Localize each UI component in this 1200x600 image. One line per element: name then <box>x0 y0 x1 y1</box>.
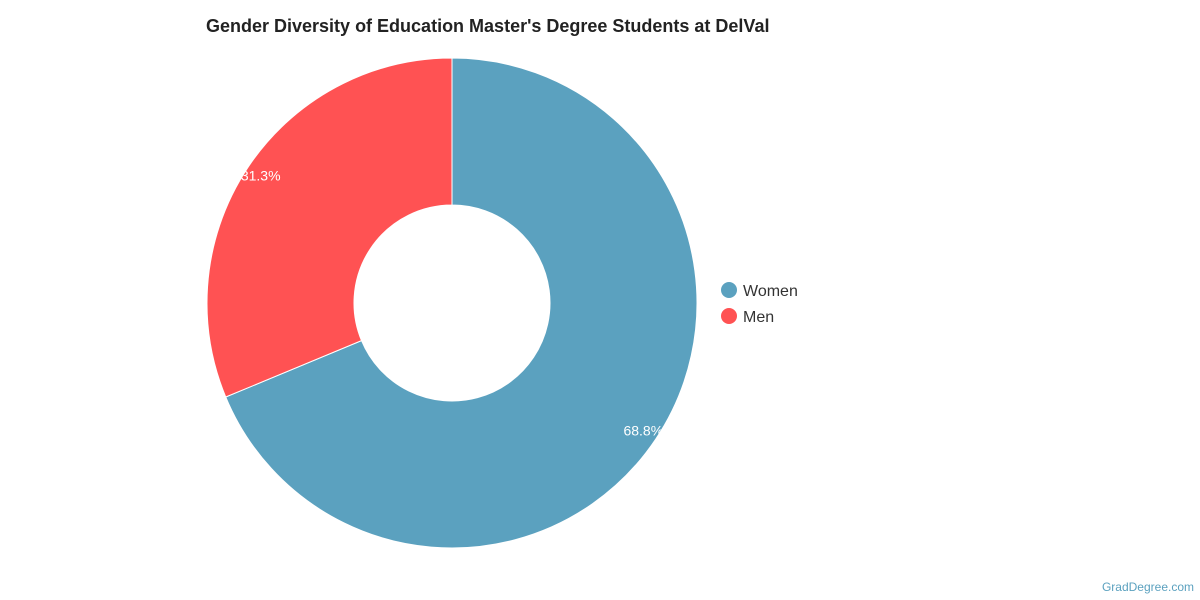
slice-label-women: 68.8% <box>623 423 663 439</box>
legend-swatch-men <box>721 308 737 324</box>
chart-slices <box>206 57 698 549</box>
legend-swatch-women <box>721 282 737 298</box>
legend-item-men[interactable]: Men <box>721 308 774 326</box>
legend-label-women: Women <box>743 283 798 300</box>
chart-legend: Women Men <box>721 282 798 326</box>
site-credit[interactable]: GradDegree.com <box>1101 580 1194 594</box>
legend-item-women[interactable]: Women <box>721 282 798 300</box>
slice-label-men: 31.3% <box>241 167 281 183</box>
slice-men[interactable] <box>206 57 453 398</box>
chart-title: Gender Diversity of Education Master's D… <box>206 16 770 36</box>
chart-slice-labels: 68.8% 31.3% <box>241 167 663 438</box>
legend-label-men: Men <box>743 309 774 326</box>
slice-women[interactable] <box>225 57 698 549</box>
